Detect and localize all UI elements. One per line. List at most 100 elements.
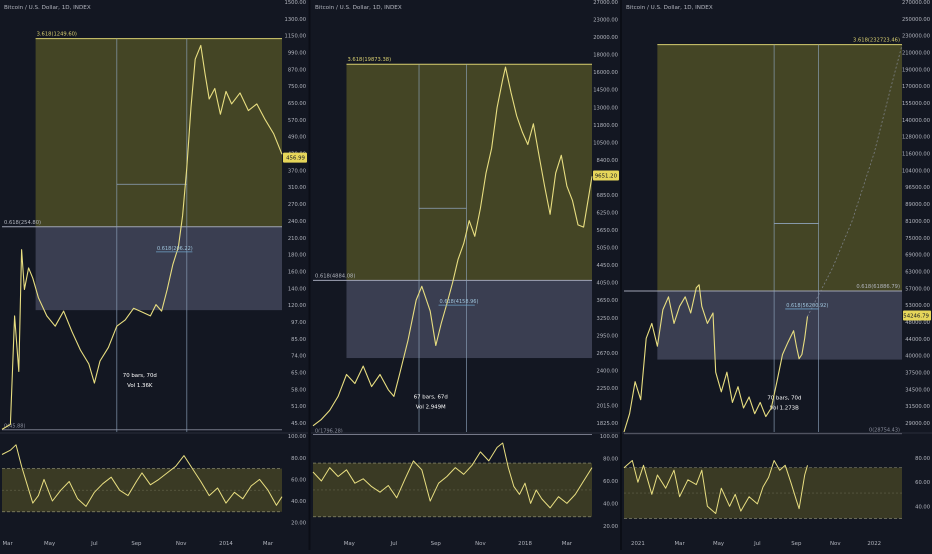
- retracement-zone-lower: [35, 226, 282, 311]
- price-axis-tick: 97.00: [291, 320, 306, 326]
- price-series-line[interactable]: [623, 284, 809, 433]
- rsi-axis-tick: 100.00: [600, 434, 618, 440]
- date-axis-tick: Jul: [90, 541, 98, 547]
- price-axis-tick: 58.00: [291, 387, 306, 393]
- price-axis-tick: 44000.00: [905, 337, 930, 343]
- price-axis-tick: 1300.00: [285, 17, 306, 23]
- price-axis-tick: 4050.00: [597, 281, 618, 287]
- date-axis-tick: 2018: [518, 541, 532, 547]
- price-axis-tick: 11800.00: [593, 123, 618, 129]
- fib-base-label: 0(28754.43): [869, 428, 900, 434]
- price-axis-tick: 13000.00: [593, 105, 618, 111]
- price-axis-tick: 40000.00: [905, 354, 930, 360]
- price-axis-tick: 370.00: [288, 168, 306, 174]
- chart-panel-3: 3.618(232723.46) 0.618(61886.79) 0(28754.4…: [622, 0, 932, 547]
- rsi-series-line[interactable]: [312, 442, 593, 509]
- price-axis-tick: 990.00: [288, 51, 306, 57]
- price-axis-tick: 270000.00: [902, 0, 930, 6]
- price-axis-tick: 170000.00: [902, 84, 930, 90]
- price-axis-tick: 210000.00: [902, 51, 930, 57]
- chart-panel-1: 3.618(1249.60) 0.618(254.80) 0(45.88) 70 ba…: [0, 0, 308, 547]
- fib-0618-label: 0.618(4884.08): [315, 273, 355, 279]
- panel-title: Bitcoin / U.S. Dollar, 1D, INDEX: [4, 5, 91, 11]
- chart-panel-2: 3.618(19873.38) 0.618(4884.08) 0(1796.28) 6…: [311, 0, 620, 547]
- fib-base-label: 0(45.88): [4, 424, 25, 430]
- rsi-axis-tick: 40.00: [291, 499, 306, 505]
- bars-range-label: 67 bars, 67d: [414, 395, 448, 401]
- rsi-axis-tick: 60.00: [915, 480, 930, 486]
- price-axis-tick: 250000.00: [902, 17, 930, 23]
- price-axis-tick: 3250.00: [597, 316, 618, 322]
- price-axis-tick: 51.00: [291, 404, 306, 410]
- rsi-series-line[interactable]: [623, 460, 808, 514]
- measure-label: 0.618(4158.96): [440, 299, 479, 305]
- extension-zone-upper: [35, 38, 282, 227]
- date-axis-tick: Nov: [475, 541, 486, 547]
- price-axis-tick: 240.00: [288, 219, 306, 225]
- date-axis-tick: Mar: [675, 541, 686, 547]
- price-axis-tick: 34500.00: [905, 387, 930, 393]
- price-axis-tick: 310.00: [288, 185, 306, 191]
- price-axis-tick: 1825.00: [597, 421, 618, 427]
- volume-range-label: Vol 1.273B: [770, 405, 799, 411]
- price-axis-tick: 160.00: [288, 269, 306, 275]
- rsi-axis-tick: 80.00: [603, 457, 618, 463]
- price-axis-tick: 5050.00: [597, 246, 618, 252]
- price-axis-tick: 45.00: [291, 421, 306, 427]
- current-price-label: 456.99: [286, 156, 305, 162]
- extension-zone-upper: [346, 64, 592, 281]
- price-axis-tick: 750.00: [288, 84, 306, 90]
- price-axis-tick: 27000.00: [593, 0, 618, 6]
- bars-range-label: 70 bars, 70d: [767, 395, 801, 401]
- price-axis-tick: 57000.00: [905, 286, 930, 292]
- price-axis-tick: 63000.00: [905, 269, 930, 275]
- panel-title: Bitcoin / U.S. Dollar, 1D, INDEX: [626, 5, 713, 11]
- rsi-axis-tick: 80.00: [915, 456, 930, 462]
- fib-0618-label: 0.618(254.80): [4, 220, 41, 226]
- rsi-axis-tick: 60.00: [603, 479, 618, 485]
- price-axis-tick: 128000.00: [902, 135, 930, 141]
- price-axis-tick: 104000.00: [902, 168, 930, 174]
- price-axis-tick: 2670.00: [597, 351, 618, 357]
- rsi-series-line[interactable]: [1, 444, 283, 507]
- date-axis-tick: 2022: [867, 541, 881, 547]
- price-axis-tick: 1500.00: [285, 0, 306, 6]
- price-axis-tick: 190000.00: [902, 67, 930, 73]
- date-axis-tick: May: [44, 541, 56, 547]
- price-axis-tick: 140000.00: [902, 118, 930, 124]
- date-axis-tick: Sep: [791, 541, 802, 547]
- date-axis-tick: Nov: [830, 541, 841, 547]
- price-axis-tick: 570.00: [288, 118, 306, 124]
- price-axis-tick: 650.00: [288, 101, 306, 107]
- fib-extension-label: 3.618(1249.60): [37, 32, 77, 38]
- date-axis-tick: May: [713, 541, 725, 547]
- projected-path[interactable]: [807, 45, 903, 317]
- price-axis-tick: 120.00: [288, 303, 306, 309]
- rsi-axis-tick: 80.00: [291, 456, 306, 462]
- price-axis-tick: 81000.00: [905, 219, 930, 225]
- panel-divider-1: [308, 0, 311, 550]
- price-axis-tick: 2400.00: [597, 368, 618, 374]
- price-axis-tick: 4450.00: [597, 263, 618, 269]
- rsi-axis-tick: 20.00: [603, 524, 618, 530]
- rsi-axis-tick: 40.00: [603, 501, 618, 507]
- price-axis-tick: 2950.00: [597, 333, 618, 339]
- fib-base-label: 0(1796.28): [315, 428, 343, 434]
- volume-range-label: Vol 1.36K: [127, 383, 153, 389]
- price-series-line[interactable]: [1, 44, 283, 430]
- current-price-badge: [283, 152, 307, 163]
- price-axis-tick: 210.00: [288, 236, 306, 242]
- price-axis-tick: 2015.00: [597, 403, 618, 409]
- price-axis-tick: 29000.00: [905, 421, 930, 427]
- price-axis-tick: 75000.00: [905, 236, 930, 242]
- current-price-label: 54246.79: [903, 314, 929, 320]
- price-axis-tick: 116000.00: [902, 152, 930, 158]
- date-axis-tick: Mar: [562, 541, 573, 547]
- price-series-line[interactable]: [312, 66, 593, 427]
- date-axis-tick: Mar: [3, 541, 14, 547]
- date-axis-tick: 2021: [631, 541, 645, 547]
- fib-0618-label: 0.618(61886.79): [856, 284, 900, 290]
- current-price-badge: [593, 170, 619, 181]
- date-axis-tick: Sep: [431, 541, 442, 547]
